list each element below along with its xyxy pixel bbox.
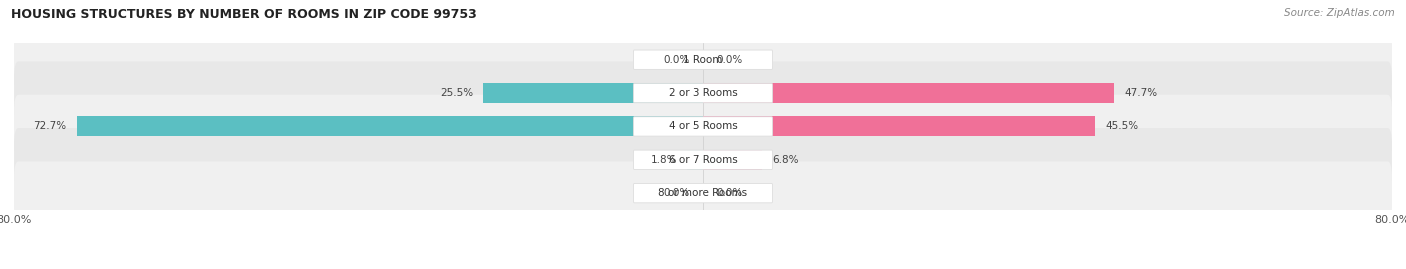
FancyBboxPatch shape <box>14 28 1392 91</box>
Text: 1.8%: 1.8% <box>651 155 678 165</box>
Text: 72.7%: 72.7% <box>34 121 66 132</box>
Text: 0.0%: 0.0% <box>716 55 742 65</box>
Text: 6 or 7 Rooms: 6 or 7 Rooms <box>669 155 737 165</box>
FancyBboxPatch shape <box>634 83 772 103</box>
Text: 0.0%: 0.0% <box>664 55 690 65</box>
Text: HOUSING STRUCTURES BY NUMBER OF ROOMS IN ZIP CODE 99753: HOUSING STRUCTURES BY NUMBER OF ROOMS IN… <box>11 8 477 21</box>
Text: 0.0%: 0.0% <box>664 188 690 198</box>
Text: 4 or 5 Rooms: 4 or 5 Rooms <box>669 121 737 132</box>
Bar <box>703 116 1095 136</box>
FancyBboxPatch shape <box>14 128 1392 192</box>
Text: 25.5%: 25.5% <box>440 88 472 98</box>
FancyBboxPatch shape <box>634 183 772 203</box>
Bar <box>703 150 762 170</box>
FancyBboxPatch shape <box>14 61 1392 125</box>
Text: 47.7%: 47.7% <box>1125 88 1157 98</box>
Text: 6.8%: 6.8% <box>772 155 799 165</box>
FancyBboxPatch shape <box>634 150 772 169</box>
FancyBboxPatch shape <box>634 50 772 69</box>
Text: 0.0%: 0.0% <box>716 188 742 198</box>
Text: 1 Room: 1 Room <box>683 55 723 65</box>
Bar <box>77 116 703 136</box>
FancyBboxPatch shape <box>14 161 1392 225</box>
FancyBboxPatch shape <box>634 117 772 136</box>
Text: 8 or more Rooms: 8 or more Rooms <box>658 188 748 198</box>
Bar <box>688 150 703 170</box>
Text: Source: ZipAtlas.com: Source: ZipAtlas.com <box>1284 8 1395 18</box>
Text: 45.5%: 45.5% <box>1105 121 1139 132</box>
Bar <box>703 83 1114 103</box>
Bar <box>484 83 703 103</box>
Text: 2 or 3 Rooms: 2 or 3 Rooms <box>669 88 737 98</box>
FancyBboxPatch shape <box>14 95 1392 158</box>
